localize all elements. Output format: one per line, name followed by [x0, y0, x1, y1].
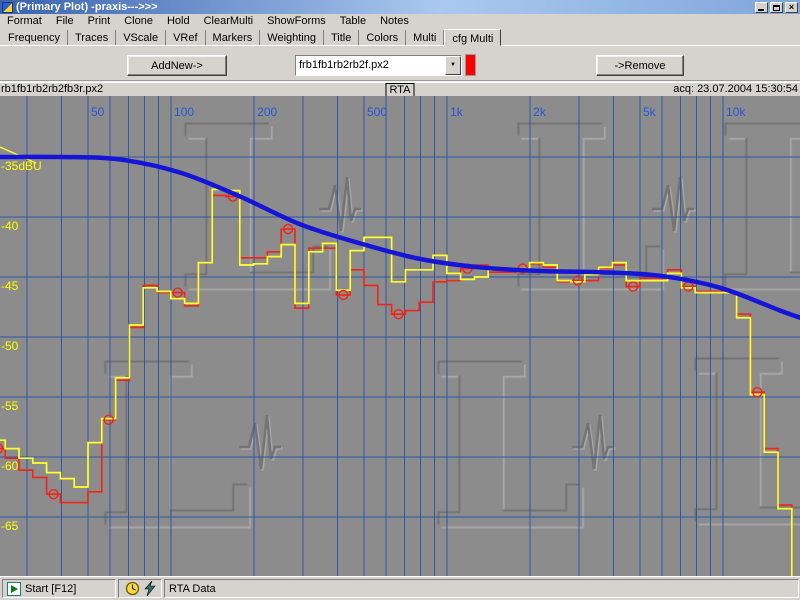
y-tick-label: -60 — [1, 459, 19, 473]
red-trace-marker[interactable] — [338, 289, 349, 301]
statusbar: Start [F12] RTA Data — [0, 576, 800, 600]
red-trace-marker[interactable] — [282, 223, 294, 235]
restore-button[interactable] — [770, 1, 783, 13]
y-tick-label: -40 — [1, 219, 19, 233]
watermark-ecg-icon — [572, 414, 616, 471]
acquisition-timestamp: acq: 23.07.2004 15:30:54 — [673, 83, 798, 95]
window-controls: × — [755, 1, 798, 13]
watermark-logo-letter: L — [715, 96, 800, 343]
restore-icon — [773, 4, 780, 11]
rta-trace-yellow[interactable] — [0, 188, 800, 576]
tab-vref[interactable]: VRef — [166, 30, 206, 45]
watermark-ecg-icon — [239, 414, 283, 471]
x-tick-label: 5k — [643, 105, 657, 119]
red-trace-marker[interactable] — [103, 414, 114, 425]
watermark-logo-letter: L — [175, 96, 335, 343]
target-curve-blue[interactable] — [0, 154, 800, 320]
menu-item-format[interactable]: Format — [7, 15, 42, 27]
y-tick-label: -45 — [1, 279, 19, 293]
red-trace-marker[interactable] — [48, 489, 59, 500]
menu-item-notes[interactable]: Notes — [380, 15, 409, 27]
x-tick-label: 1k — [450, 105, 464, 119]
status-icons — [118, 579, 162, 598]
trace-file-dropdown-value: frb1fb1rb2rb2f.px2 — [299, 59, 389, 71]
window-title: (Primary Plot) -praxis--->>> — [16, 1, 158, 13]
red-trace-marker[interactable] — [627, 281, 639, 292]
plot-file-label: rb1fb1rb2rb2fb3r.px2 — [1, 83, 104, 95]
tab-traces[interactable]: Traces — [68, 30, 117, 45]
chevron-down-icon[interactable]: ▼ — [445, 56, 461, 75]
rta-data-label: RTA Data — [169, 582, 216, 595]
plot-header: rb1fb1rb2rb2fb3r.px2 RTA acq: 23.07.2004… — [0, 82, 800, 97]
watermark-ecg-icon — [319, 176, 363, 233]
tab-frequency[interactable]: Frequency — [1, 30, 68, 45]
menu-item-clearmulti[interactable]: ClearMulti — [203, 15, 254, 27]
red-trace-marker[interactable] — [393, 308, 404, 320]
watermark-logo-letter: L — [428, 316, 588, 576]
tab-cfg-multi[interactable]: cfg Multi — [444, 29, 502, 46]
toolbar: AddNew-> frb1fb1rb2rb2f.px2 ▼ ->Remove — [0, 46, 800, 82]
menu-item-table[interactable]: Table — [339, 15, 367, 27]
watermark-logo-letter: L — [685, 313, 800, 576]
tabbar: Frequency Traces VScale VRef Markers Weightin… — [0, 28, 800, 46]
watermark-logo-letter: L — [95, 316, 255, 576]
minimize-button[interactable] — [755, 1, 768, 13]
add-new-button[interactable]: AddNew-> — [127, 55, 227, 76]
x-tick-label: 2k — [533, 105, 547, 119]
tab-colors[interactable]: Colors — [359, 30, 407, 45]
red-trace-marker[interactable] — [752, 387, 763, 398]
tab-markers[interactable]: Markers — [206, 30, 261, 45]
plot-mode-badge: RTA — [385, 83, 415, 97]
rta-data-panel: RTA Data — [164, 579, 799, 598]
x-tick-label: 10k — [726, 105, 746, 119]
tab-weighting[interactable]: Weighting — [260, 30, 324, 45]
menubar: Format File Print Clone Hold ClearMulti ShowFo… — [0, 14, 800, 28]
titlebar[interactable]: (Primary Plot) -praxis--->>> × — [0, 0, 800, 14]
rta-chart[interactable]: 50 100 200 500 1k 2k 5k 10k -35dBU -40 -45 -50 -55 -6… — [0, 96, 800, 576]
menu-item-hold[interactable]: Hold — [166, 15, 190, 27]
start-panel[interactable]: Start [F12] — [2, 579, 116, 598]
clock-icon[interactable] — [125, 581, 140, 596]
menu-item-showforms[interactable]: ShowForms — [267, 15, 326, 27]
app-icon — [2, 1, 13, 13]
menu-item-print[interactable]: Print — [87, 15, 111, 27]
menu-item-file[interactable]: File — [55, 15, 74, 27]
play-icon[interactable] — [7, 581, 21, 596]
x-tick-label: 200 — [257, 105, 277, 119]
trace-file-dropdown[interactable]: frb1fb1rb2rb2f.px2 ▼ — [295, 55, 462, 76]
y-tick-label: -65 — [1, 519, 19, 533]
x-tick-label: 100 — [174, 105, 194, 119]
start-button-label: Start [F12] — [25, 582, 77, 595]
trace-color-indicator — [465, 54, 476, 76]
close-icon: × — [788, 1, 795, 12]
tab-vscale[interactable]: VScale — [116, 30, 167, 45]
x-tick-label: 500 — [367, 105, 387, 119]
tab-title[interactable]: Title — [324, 30, 360, 45]
remove-button[interactable]: ->Remove — [596, 55, 684, 76]
red-trace-marker[interactable] — [0, 443, 4, 454]
close-button[interactable]: × — [785, 1, 798, 13]
minimize-icon — [758, 8, 764, 11]
x-tick-label: 50 — [91, 105, 105, 119]
y-tick-label: -35dBU — [1, 159, 42, 173]
red-trace-marker[interactable] — [572, 275, 584, 286]
watermark-ecg-icon — [652, 176, 696, 233]
menu-item-clone[interactable]: Clone — [124, 15, 153, 27]
red-trace-marker[interactable] — [172, 287, 183, 298]
tab-multi[interactable]: Multi — [406, 30, 445, 45]
lightning-icon[interactable] — [143, 580, 156, 597]
y-tick-label: -55 — [1, 399, 19, 413]
y-tick-label: -50 — [1, 339, 19, 353]
